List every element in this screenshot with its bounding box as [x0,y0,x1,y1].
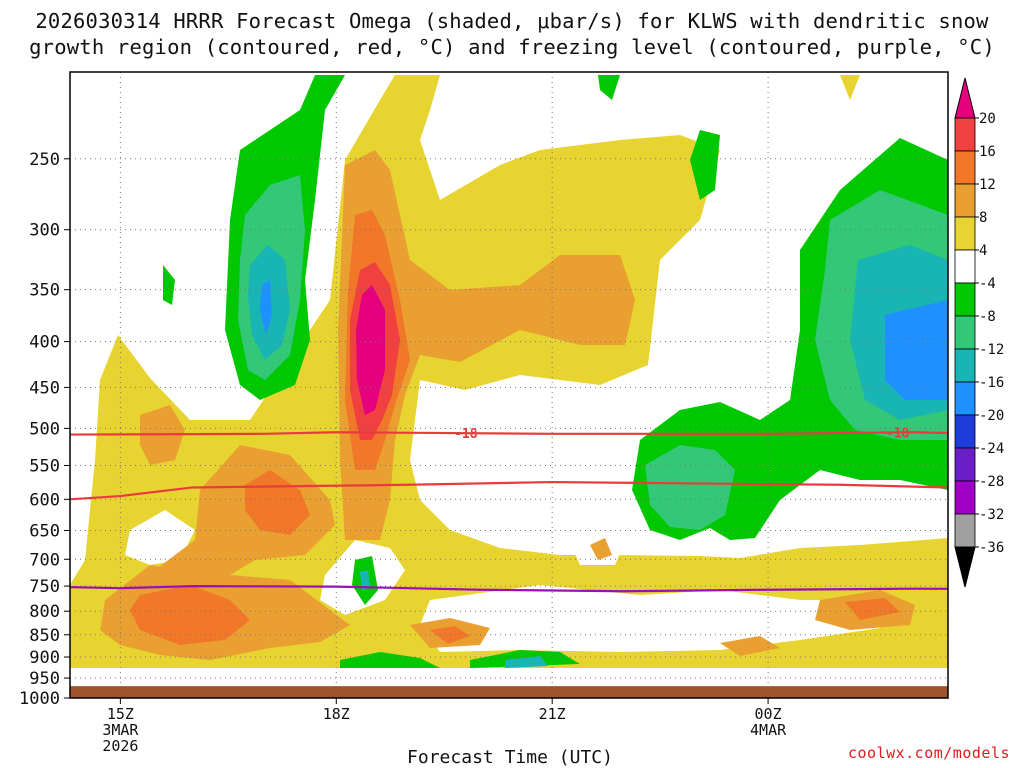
y-tick-label: 900 [29,648,60,668]
y-tick-label: 650 [29,521,60,541]
y-tick-label: 500 [29,419,60,439]
y-tick-label: 450 [29,378,60,398]
omega-region-blue-1 [260,280,272,335]
chart-title: 2026030314 HRRR Forecast Omega (shaded, … [0,8,1024,60]
colorbar-bin [954,117,976,152]
colorbar-label: 20 [979,111,996,127]
y-axis: 2503003504004505005506006507007508008509… [19,150,70,709]
omega-region-orange-dark-3 [130,585,250,645]
y-tick-label: 600 [29,490,60,510]
colorbar-bin [954,150,976,185]
x-axis-label: Forecast Time (UTC) [407,747,613,768]
colorbar-bin [954,381,976,416]
x-tick-label: 21Z [539,705,566,723]
x-tick-label: 00Z [755,705,782,723]
y-tick-label: 400 [29,333,60,353]
colorbar-label: -16 [979,375,1004,391]
colorbar-label: -24 [979,441,1004,457]
contour-label: 0 [973,583,981,598]
omega-region-yellow-top-right [840,75,860,100]
y-tick-label: 700 [29,550,60,570]
y-tick-label: 250 [29,150,60,170]
y-tick-label: 950 [29,669,60,689]
omega-region-orange-light-1 [338,150,635,540]
colorbar-bin [954,414,976,449]
omega-region-seagreen-2 [645,445,735,530]
colorbar: 20 16 12 8 4 -4 -8 -12 -16 -20 -24 -28 -32 -36 [954,77,1004,588]
omega-region-green-2 [598,75,620,100]
contour-line [70,585,948,593]
y-tick-label: 350 [29,281,60,301]
colorbar-bottom-arrow [954,546,976,588]
colorbar-label: -32 [979,507,1004,523]
colorbar-label: 8 [979,210,987,226]
omega-region-orange-dark-5 [845,598,900,620]
colorbar-bin [954,216,976,251]
contour-lines: -18-18-120 [70,426,990,598]
colorbar-bin [954,282,976,317]
omega-region-green-7 [340,652,440,668]
omega-region-green-3 [690,130,720,200]
x-tick-label: 15Z [107,705,134,723]
omega-region-blue-2 [885,300,948,400]
y-tick-label: 850 [29,626,60,646]
omega-region-cyan-3 [360,570,370,590]
colorbar-bin [954,249,976,284]
colorbar-bin [954,183,976,218]
colorbar-bin [954,480,976,515]
x-tick-label: 4MAR [750,721,787,739]
colorbar-label: -20 [979,408,1004,424]
omega-region-cyan-4 [505,656,548,668]
omega-region-neutral-3 [560,505,630,565]
y-tick-label: 800 [29,602,60,622]
colorbar-label: -28 [979,474,1004,490]
colorbar-bin [954,315,976,350]
colorbar-label: -12 [979,342,1004,358]
credit-text: coolwx.com/models [847,744,1010,762]
y-tick-label: 750 [29,577,60,597]
contour-label: -18 [886,426,910,441]
x-tick-label: 2026 [102,737,138,755]
colorbar-bin [954,447,976,482]
contour-line [70,431,948,436]
colorbar-label: 16 [979,144,996,160]
chart-title-line1: 2026030314 HRRR Forecast Omega (shaded, … [35,9,989,33]
colorbar-label: -4 [979,276,996,292]
x-tick-label: 18Z [323,705,350,723]
colorbar-bin [954,348,976,383]
colorbar-label: 12 [979,177,996,193]
colorbar-label: -36 [979,540,1004,556]
omega-region-orange-light-7 [720,636,780,656]
contour-line [70,480,948,501]
omega-region-neutral-1 [125,510,195,565]
y-tick-label: 550 [29,456,60,476]
omega-region-orange-light-8 [590,538,612,560]
colorbar-bin [954,513,976,548]
x-tick-label: 3MAR [102,721,139,739]
chart-title-line2: growth region (contoured, red, °C) and f… [29,35,995,59]
y-tick-label: 300 [29,221,60,241]
contour-label-bg [964,581,990,597]
colorbar-label: 4 [979,243,987,259]
ground-terrain [70,686,948,698]
colorbar-top-arrow [954,77,976,119]
omega-region-green-4 [163,265,175,305]
contour-label: -18 [454,427,478,442]
colorbar-label: -8 [979,309,996,325]
omega-region-magenta [356,285,385,415]
y-tick-label: 1000 [19,689,60,709]
plot-frame [69,71,949,699]
omega-field [70,75,948,668]
